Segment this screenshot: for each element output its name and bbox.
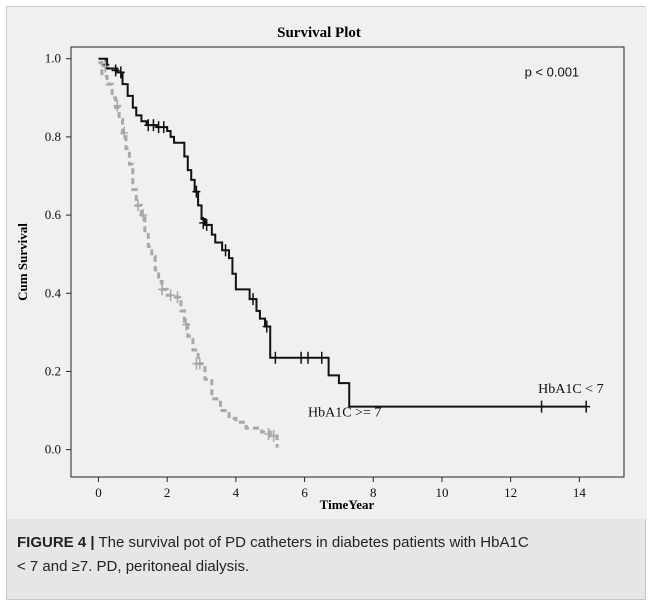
series-1-line [98,57,587,408]
x-axis-label: TimeYear [320,497,375,512]
series-2-censor-mark [264,428,273,440]
series-1-censor-mark [249,293,258,306]
series-1-censor-mark [111,64,120,77]
y-tick-label: 0.8 [45,129,61,144]
y-tick-label: 0.4 [45,285,62,300]
axes-frame [70,46,625,478]
x-tick-label: 0 [95,485,102,500]
x-tick-label: 10 [435,485,448,500]
series-2-censor-mark [120,127,129,139]
axis-ticks: 0 2 4 6 8 10 12 14 0.0 0.2 0.4 0.6 0.8 1.0 [45,51,587,500]
series-1-censor-mark [271,351,280,364]
series-2-censor-mark [158,283,167,296]
series-2-censor-mark [182,318,191,331]
x-tick-label: 4 [233,485,240,500]
series-1-censor-mark [116,66,125,79]
series-1-censor-mark [317,351,326,364]
series-1-censor-mark [537,400,546,413]
x-tick-label: 8 [370,485,377,500]
series-2-censor-mark [139,209,148,222]
series-1-censor-mark [149,119,158,132]
series-2-line [98,61,279,448]
figure-panel: Survival Plot 0 2 4 6 8 10 12 14 0.0 0.2 0.4 0.6 0.8… [6,6,647,600]
series-1-censor-mark [297,351,306,364]
series-1-censor-mark [221,244,230,257]
x-tick-label: 2 [164,485,171,500]
series-2-censor-mark [101,60,110,73]
series-1-censor-mark [159,121,168,134]
figure-caption: FIGURE 4 | The survival pot of PD cathet… [17,531,637,579]
series-2-censor-mark [133,199,142,212]
x-tick-label: 12 [504,485,517,500]
labels-layer: HbA1C < 7 HbA1C >= 7 p < 0.001 [308,64,604,420]
y-axis-label: Cum Survival [15,223,30,301]
series-1-censor-mark [202,218,211,231]
series-2-censor-mark [195,357,204,370]
series-1-censor-mark [304,351,312,364]
y-tick-label: 0.2 [45,363,61,378]
x-tick-label: 6 [301,485,308,500]
series-1-censor-mark [192,185,201,198]
y-tick-label: 0.6 [45,207,62,222]
series-1-censor-mark [199,216,208,229]
series-1-label: HbA1C < 7 [538,382,603,397]
p-value-annotation: p < 0.001 [525,64,580,79]
series-1-censor-mark [262,320,271,333]
series-2-censor-mark [113,99,122,112]
series-2-label: HbA1C >= 7 [308,405,381,420]
caption-text-line1: The survival pot of PD catheters in diab… [94,534,529,551]
x-tick-label: 14 [573,485,587,500]
y-tick-label: 1.0 [45,51,61,66]
survival-chart: Survival Plot 0 2 4 6 8 10 12 14 0.0 0.2 0.4 0.6 0.8… [15,25,625,512]
series-layer [98,57,591,448]
series-2-censor-mark [166,289,175,302]
caption-label: FIGURE 4 | [17,534,95,551]
y-tick-label: 0.0 [45,442,61,457]
series-2-censor-mark [173,291,182,304]
caption-text-line2: < 7 and ≥7. PD, peritoneal dialysis. [17,558,250,575]
series-2-censor-mark [269,429,278,442]
series-1-censor-mark [582,400,591,413]
chart-title: Survival Plot [277,25,361,41]
